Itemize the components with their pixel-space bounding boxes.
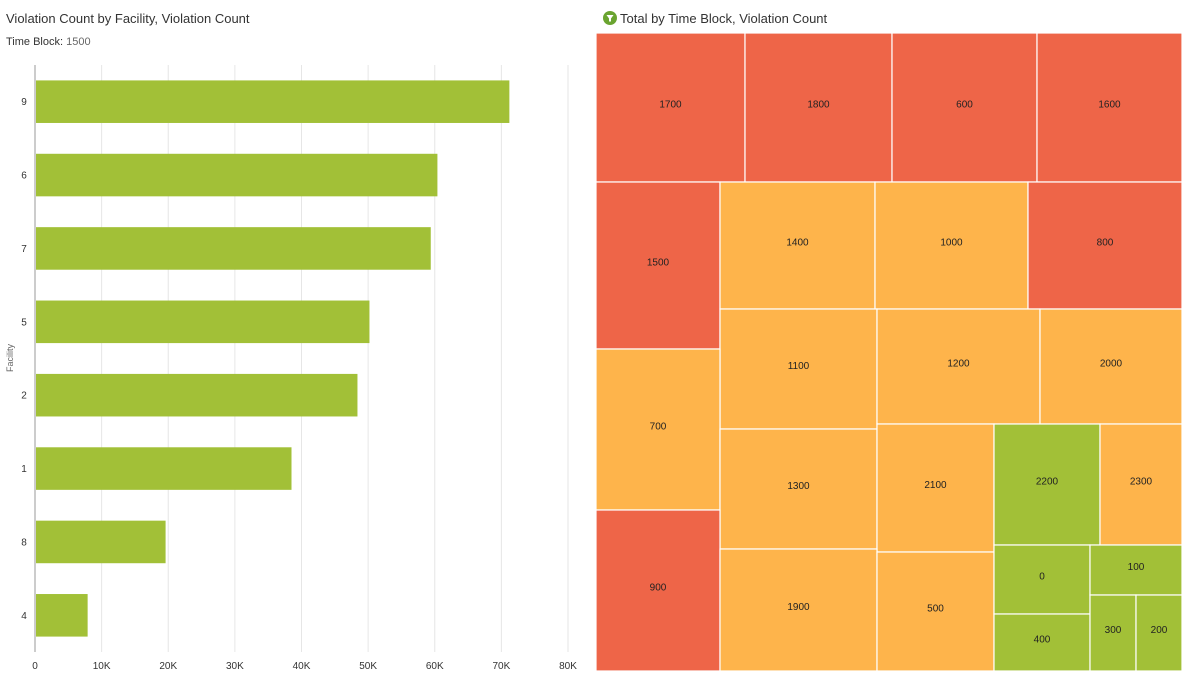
treemap-cell-label: 500	[927, 604, 944, 615]
treemap-cell-1900[interactable]	[719, 548, 878, 671]
bar-facility-6[interactable]	[36, 153, 438, 197]
treemap-cell-100[interactable]	[1089, 544, 1182, 596]
treemap-cell-1500[interactable]	[596, 181, 721, 350]
treemap-cell-label: 800	[1097, 238, 1114, 249]
bar-chart: 0 10K 20K 30K 40K 50K 60K 70K 80K 9 6 7 5 2 1 8 4	[21, 65, 577, 672]
treemap-cell-label: 1300	[787, 481, 810, 492]
treemap-cell-2200[interactable]	[993, 423, 1101, 546]
treemap-cell-label: 300	[1105, 625, 1122, 636]
treemap-cell-label: 700	[650, 422, 667, 433]
treemap-cell-label: 1500	[647, 258, 670, 269]
bar-facility-1[interactable]	[36, 447, 292, 490]
y-tick-label: 7	[21, 244, 27, 255]
y-tick-label: 1	[21, 464, 27, 475]
treemap-cell-500[interactable]	[876, 551, 995, 671]
treemap-cell-400[interactable]	[993, 613, 1091, 671]
treemap-cell-label: 1600	[1098, 100, 1121, 111]
treemap-cell-label: 1700	[659, 100, 682, 111]
bar-chart-title: Violation Count by Facility, Violation C…	[6, 11, 250, 26]
treemap-cell-label: 900	[650, 583, 667, 594]
treemap-cell-0[interactable]	[993, 544, 1091, 615]
y-tick-label: 5	[21, 317, 27, 328]
x-tick-label: 50K	[359, 661, 377, 672]
filter-funnel-icon[interactable]	[603, 11, 617, 25]
treemap-cell-label: 2100	[924, 480, 947, 491]
treemap-cell-1600[interactable]	[1036, 33, 1182, 183]
treemap-cell-label: 1400	[786, 238, 809, 249]
bar-facility-9[interactable]	[36, 80, 510, 123]
y-tick-label: 8	[21, 537, 27, 548]
filter-label: Time Block:	[6, 36, 64, 48]
treemap-cell-label: 400	[1034, 635, 1051, 646]
time-block-filter[interactable]: Time Block: 1500	[6, 36, 91, 48]
x-tick-label: 20K	[159, 661, 177, 672]
treemap-cell-2300[interactable]	[1099, 423, 1182, 546]
y-tick-label: 4	[21, 611, 27, 622]
bar-facility-5[interactable]	[36, 300, 370, 344]
bar-facility-8[interactable]	[36, 520, 166, 564]
treemap-cell-label: 600	[956, 100, 973, 111]
treemap-cell-1400[interactable]	[719, 181, 876, 310]
treemap-cell-800[interactable]	[1027, 181, 1182, 310]
treemap-cell-label: 1100	[788, 361, 810, 372]
y-tick-label: 9	[21, 97, 27, 108]
treemap-cell-label: 1000	[940, 238, 963, 249]
treemap-cell-label: 0	[1039, 572, 1045, 583]
treemap-cell-2100[interactable]	[876, 423, 995, 553]
x-tick-label: 10K	[93, 661, 111, 672]
treemap-cell-200[interactable]	[1135, 594, 1182, 671]
treemap-cell-label: 200	[1151, 625, 1168, 636]
bar-facility-7[interactable]	[36, 227, 431, 270]
treemap-cell-label: 1200	[947, 359, 970, 370]
x-tick-label: 30K	[226, 661, 244, 672]
treemap-cell-700[interactable]	[596, 348, 721, 511]
treemap-cell-label: 2000	[1100, 359, 1123, 370]
treemap-cell-1000[interactable]	[874, 181, 1029, 310]
treemap-cell-600[interactable]	[891, 33, 1038, 183]
treemap-cell-1300[interactable]	[719, 428, 878, 550]
x-tick-label: 40K	[293, 661, 311, 672]
bar-facility-4[interactable]	[36, 594, 88, 637]
treemap-cell-1100[interactable]	[719, 308, 878, 430]
treemap-cell-label: 100	[1128, 562, 1145, 573]
x-tick-label: 80K	[559, 661, 577, 672]
treemap-cell-label: 1800	[807, 100, 830, 111]
x-tick-label: 60K	[426, 661, 444, 672]
treemap-cell-900[interactable]	[596, 509, 721, 671]
bar-facility-2[interactable]	[36, 373, 358, 417]
treemap-cell-1700[interactable]	[596, 33, 746, 183]
treemap-cell-label: 2300	[1130, 477, 1153, 488]
treemap-cell-1200[interactable]	[876, 308, 1041, 425]
y-tick-label: 2	[21, 391, 27, 402]
filter-value: 1500	[66, 36, 91, 48]
treemap-cell-label: 2200	[1036, 477, 1059, 488]
x-tick-label: 0	[32, 661, 38, 672]
treemap-cell-label: 1900	[787, 602, 810, 613]
x-tick-label: 70K	[492, 661, 510, 672]
treemap-title: Total by Time Block, Violation Count	[620, 11, 828, 26]
y-tick-label: 6	[21, 171, 27, 182]
